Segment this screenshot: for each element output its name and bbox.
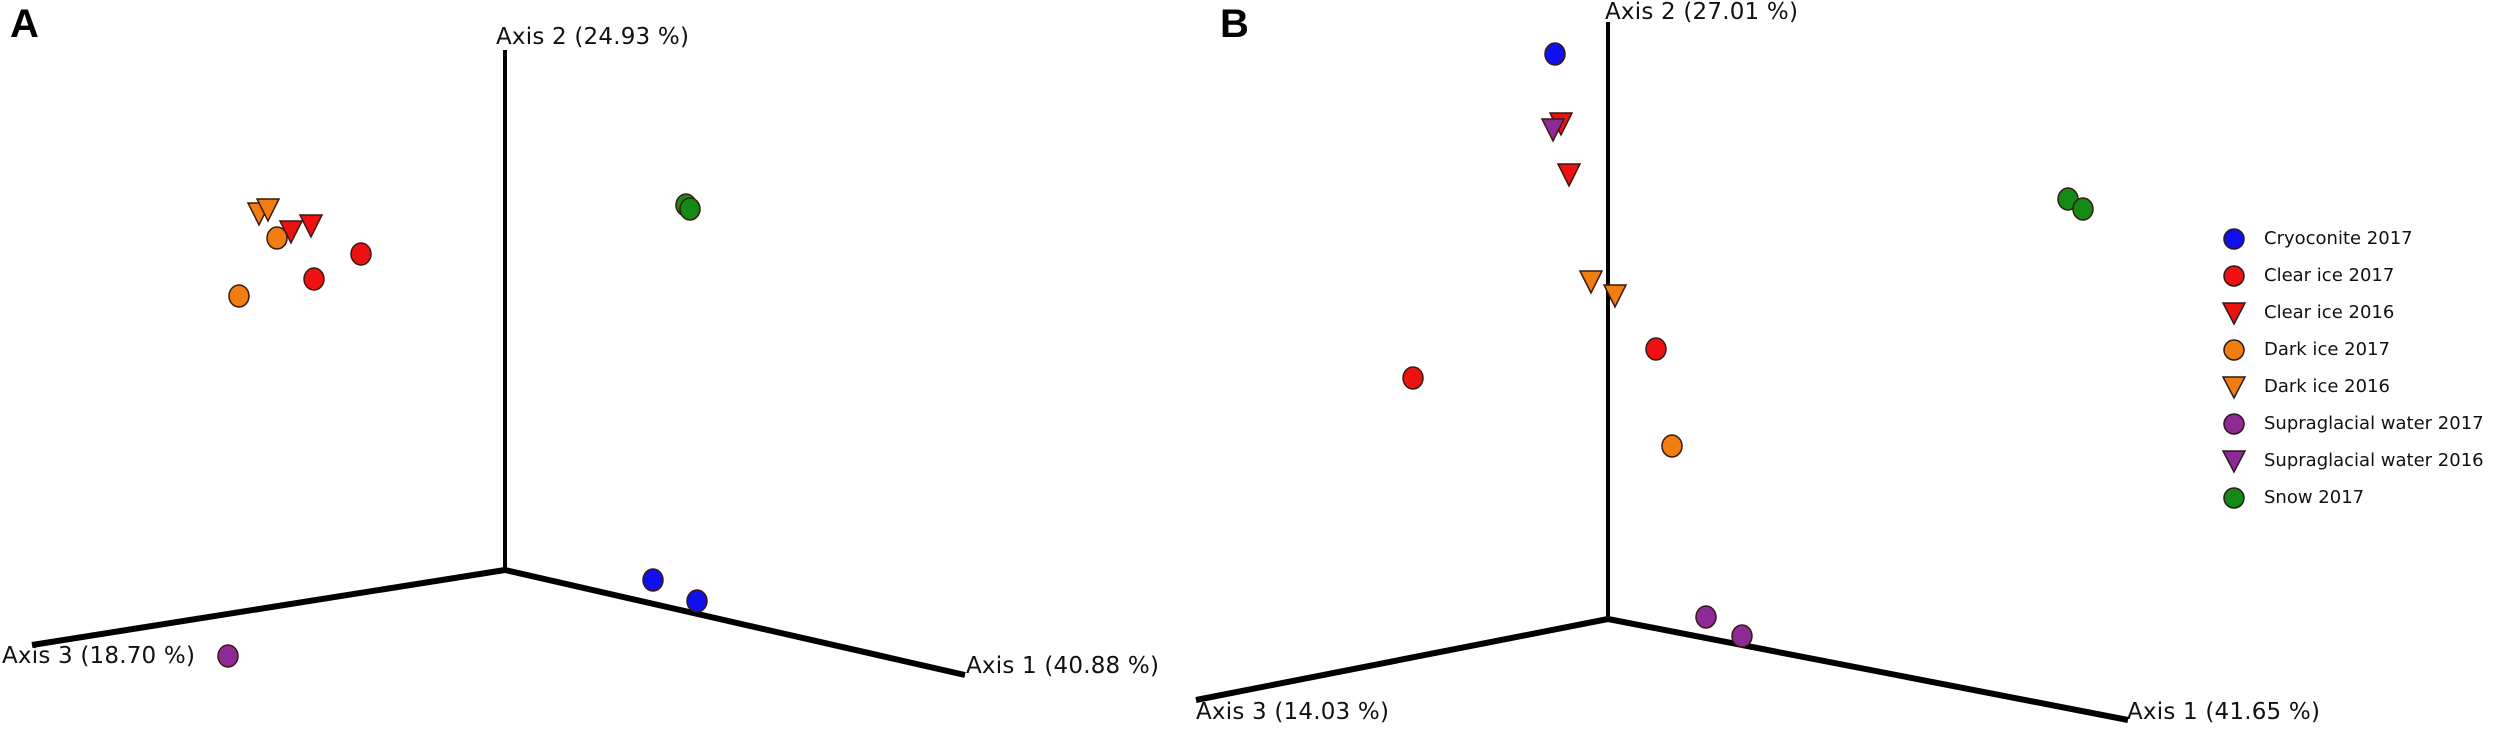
legend-item-supraglacial-water-2016: Supraglacial water 2016 <box>2220 442 2484 479</box>
axis-3-line <box>31 567 506 648</box>
circle-marker: Dark ice 2017 <box>266 226 288 250</box>
legend-item-cryoconite-2017: Cryoconite 2017 <box>2220 220 2484 257</box>
circle-marker: Cryoconite 2017 <box>1544 42 1566 66</box>
circle-marker: Cryoconite 2017 <box>642 568 664 592</box>
panel-a-axis2-label: Axis 2 (24.93 %) <box>496 24 690 50</box>
circle-marker-icon <box>2223 227 2245 250</box>
triangle-marker: Dark ice 2016 <box>255 198 281 223</box>
legend-item-dark-ice-2016: Dark ice 2016 <box>2220 368 2484 405</box>
axis-1-line <box>1607 616 2129 723</box>
circle-marker-icon <box>2223 264 2245 287</box>
panel-a-axis1-label: Axis 1 (40.88 %) <box>966 653 1160 679</box>
triangle-marker: Dark ice 2016 <box>1578 270 1604 295</box>
triangle-marker: Dark ice 2016 <box>1602 284 1628 309</box>
circle-marker: Clear ice 2017 <box>1645 337 1667 361</box>
panel-b-axis3-label: Axis 3 (14.03 %) <box>1196 699 1390 725</box>
triangle-marker: Clear ice 2016 <box>298 214 324 239</box>
circle-marker: Snow 2017 <box>679 197 701 221</box>
legend-item-supraglacial-water-2017: Supraglacial water 2017 <box>2220 405 2484 442</box>
triangle-marker-icon <box>2221 449 2247 474</box>
circle-marker: Cryoconite 2017 <box>686 589 708 613</box>
panel-b-axis1-label: Axis 1 (41.65 %) <box>2127 699 2321 725</box>
circle-marker: Clear ice 2017 <box>1402 366 1424 390</box>
circle-marker: Clear ice 2017 <box>303 267 325 291</box>
legend-item-snow-2017: Snow 2017 <box>2220 479 2484 516</box>
axis-3-line <box>1195 616 1609 703</box>
circle-marker: Supraglacial water 2017 <box>1731 624 1753 648</box>
panel-b-plot: Cryoconite 2017 Clear ice 2016 Supraglacia… <box>1195 22 2129 723</box>
circle-marker-icon <box>2223 338 2245 361</box>
circle-marker: Clear ice 2017 <box>350 242 372 266</box>
panel-a-letter: A <box>10 2 39 46</box>
panel-b-letter: B <box>1220 2 1249 46</box>
axis-1-line <box>504 567 966 678</box>
legend-item-clear-ice-2016: Clear ice 2016 <box>2220 294 2484 331</box>
circle-marker-icon <box>2223 412 2245 435</box>
circle-marker: Dark ice 2017 <box>1661 434 1683 458</box>
legend: Cryoconite 2017 Clear ice 2017 Clear ice… <box>2220 220 2484 516</box>
circle-marker: Supraglacial water 2017 <box>1695 605 1717 629</box>
panel-a-axis3-label: Axis 3 (18.70 %) <box>2 643 196 669</box>
circle-marker: Supraglacial water 2017 <box>217 644 239 668</box>
circle-marker: Snow 2017 <box>2072 197 2094 221</box>
triangle-marker: Supraglacial water 2016 <box>1540 118 1566 143</box>
triangle-marker: Clear ice 2016 <box>1556 163 1582 188</box>
circle-marker: Dark ice 2017 <box>228 284 250 308</box>
triangle-marker-icon <box>2221 375 2247 400</box>
legend-item-clear-ice-2017: Clear ice 2017 <box>2220 257 2484 294</box>
triangle-marker-icon <box>2221 301 2247 326</box>
circle-marker-icon <box>2223 486 2245 509</box>
panel-b-axis2-label: Axis 2 (27.01 %) <box>1605 0 1799 25</box>
legend-item-dark-ice-2017: Dark ice 2017 <box>2220 331 2484 368</box>
